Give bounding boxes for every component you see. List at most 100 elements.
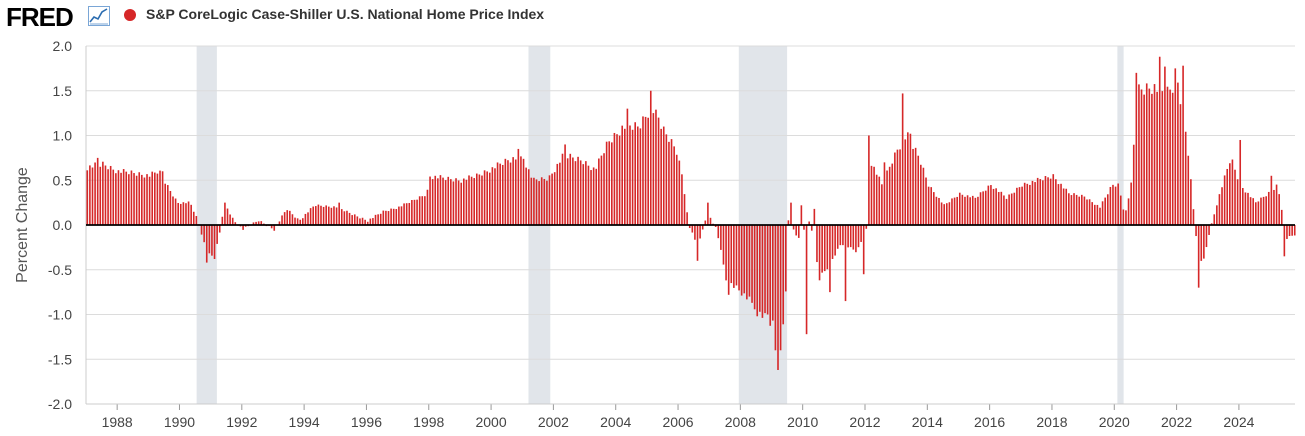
- data-bar[interactable]: [509, 162, 512, 225]
- data-bar[interactable]: [421, 196, 424, 225]
- data-bar[interactable]: [450, 179, 452, 225]
- data-bar[interactable]: [774, 225, 777, 351]
- data-bar[interactable]: [499, 163, 501, 225]
- data-bar[interactable]: [714, 225, 717, 227]
- data-bar[interactable]: [252, 222, 255, 225]
- data-bar[interactable]: [595, 168, 598, 225]
- data-bar[interactable]: [1244, 192, 1247, 225]
- data-bar[interactable]: [164, 183, 166, 225]
- data-bar[interactable]: [738, 225, 740, 291]
- data-bar[interactable]: [286, 210, 289, 225]
- data-bar[interactable]: [154, 172, 156, 225]
- data-bar[interactable]: [346, 210, 348, 225]
- data-bar[interactable]: [270, 225, 273, 229]
- data-bar[interactable]: [291, 214, 294, 225]
- data-bar[interactable]: [296, 218, 299, 225]
- data-bar[interactable]: [151, 171, 154, 225]
- data-bar[interactable]: [652, 113, 655, 225]
- data-bar[interactable]: [631, 129, 634, 225]
- data-bar[interactable]: [442, 177, 444, 225]
- data-bar[interactable]: [1280, 209, 1283, 225]
- data-bar[interactable]: [278, 221, 281, 225]
- data-bar[interactable]: [470, 176, 473, 225]
- data-bar[interactable]: [460, 182, 463, 225]
- data-bar[interactable]: [691, 225, 694, 233]
- data-bar[interactable]: [335, 207, 338, 225]
- data-bar[interactable]: [1275, 184, 1278, 225]
- data-bar[interactable]: [317, 204, 320, 225]
- data-bar[interactable]: [1088, 199, 1091, 225]
- data-bar[interactable]: [179, 203, 182, 225]
- data-bar[interactable]: [1091, 202, 1094, 225]
- data-bar[interactable]: [169, 190, 172, 225]
- data-bar[interactable]: [348, 212, 351, 225]
- data-bar[interactable]: [507, 160, 509, 225]
- data-bar[interactable]: [865, 225, 868, 229]
- data-bar[interactable]: [1216, 205, 1218, 225]
- data-bar[interactable]: [784, 225, 787, 292]
- data-bar[interactable]: [636, 126, 639, 225]
- data-bar[interactable]: [569, 153, 572, 225]
- data-bar[interactable]: [294, 217, 296, 225]
- data-bar[interactable]: [211, 225, 213, 256]
- data-bar[interactable]: [1016, 187, 1018, 225]
- data-bar[interactable]: [1119, 195, 1122, 225]
- data-bar[interactable]: [221, 216, 224, 225]
- data-bar[interactable]: [660, 128, 662, 225]
- data-bar[interactable]: [1187, 155, 1190, 225]
- data-bar[interactable]: [1213, 214, 1216, 225]
- data-bar[interactable]: [213, 225, 216, 260]
- data-bar[interactable]: [320, 205, 322, 225]
- data-bar[interactable]: [543, 178, 546, 225]
- data-bar[interactable]: [99, 166, 102, 225]
- data-bar[interactable]: [102, 161, 104, 225]
- data-bar[interactable]: [761, 225, 764, 318]
- data-bar[interactable]: [787, 220, 790, 225]
- data-bar[interactable]: [525, 167, 527, 225]
- data-bar[interactable]: [538, 181, 540, 225]
- data-bar[interactable]: [964, 196, 966, 225]
- data-bar[interactable]: [917, 155, 920, 225]
- data-bar[interactable]: [616, 134, 618, 225]
- data-bar[interactable]: [1265, 196, 1267, 225]
- data-bar[interactable]: [1283, 225, 1286, 257]
- data-bar[interactable]: [242, 225, 244, 230]
- data-bar[interactable]: [447, 176, 450, 225]
- data-bar[interactable]: [302, 218, 304, 225]
- data-bar[interactable]: [166, 185, 169, 225]
- data-bar[interactable]: [1026, 183, 1029, 225]
- data-bar[interactable]: [434, 175, 437, 225]
- data-bar[interactable]: [961, 194, 964, 225]
- data-bar[interactable]: [642, 116, 644, 225]
- data-bar[interactable]: [340, 209, 343, 225]
- data-bar[interactable]: [585, 161, 587, 225]
- data-bar[interactable]: [753, 225, 756, 310]
- data-bar[interactable]: [1031, 180, 1034, 225]
- data-bar[interactable]: [343, 211, 346, 225]
- data-bar[interactable]: [1138, 84, 1140, 225]
- data-bar[interactable]: [598, 158, 600, 225]
- data-bar[interactable]: [1252, 198, 1254, 225]
- data-bar[interactable]: [115, 173, 117, 225]
- data-bar[interactable]: [834, 225, 836, 256]
- data-bar[interactable]: [559, 162, 561, 225]
- data-bar[interactable]: [907, 132, 909, 225]
- data-bar[interactable]: [647, 117, 649, 225]
- data-bar[interactable]: [195, 216, 198, 225]
- data-bar[interactable]: [1218, 194, 1221, 225]
- data-bar[interactable]: [1125, 210, 1127, 225]
- data-bar[interactable]: [1221, 187, 1223, 225]
- data-bar[interactable]: [777, 225, 779, 370]
- data-bar[interactable]: [1200, 225, 1203, 261]
- data-bar[interactable]: [717, 225, 720, 239]
- data-bar[interactable]: [1288, 225, 1291, 237]
- data-bar[interactable]: [1226, 168, 1229, 225]
- data-bar[interactable]: [411, 200, 413, 225]
- data-bar[interactable]: [1242, 188, 1244, 225]
- data-bar[interactable]: [881, 184, 883, 225]
- data-bar[interactable]: [875, 174, 878, 225]
- data-bar[interactable]: [1257, 201, 1260, 225]
- data-bar[interactable]: [868, 135, 870, 226]
- data-bar[interactable]: [1023, 182, 1026, 225]
- data-bar[interactable]: [982, 191, 984, 225]
